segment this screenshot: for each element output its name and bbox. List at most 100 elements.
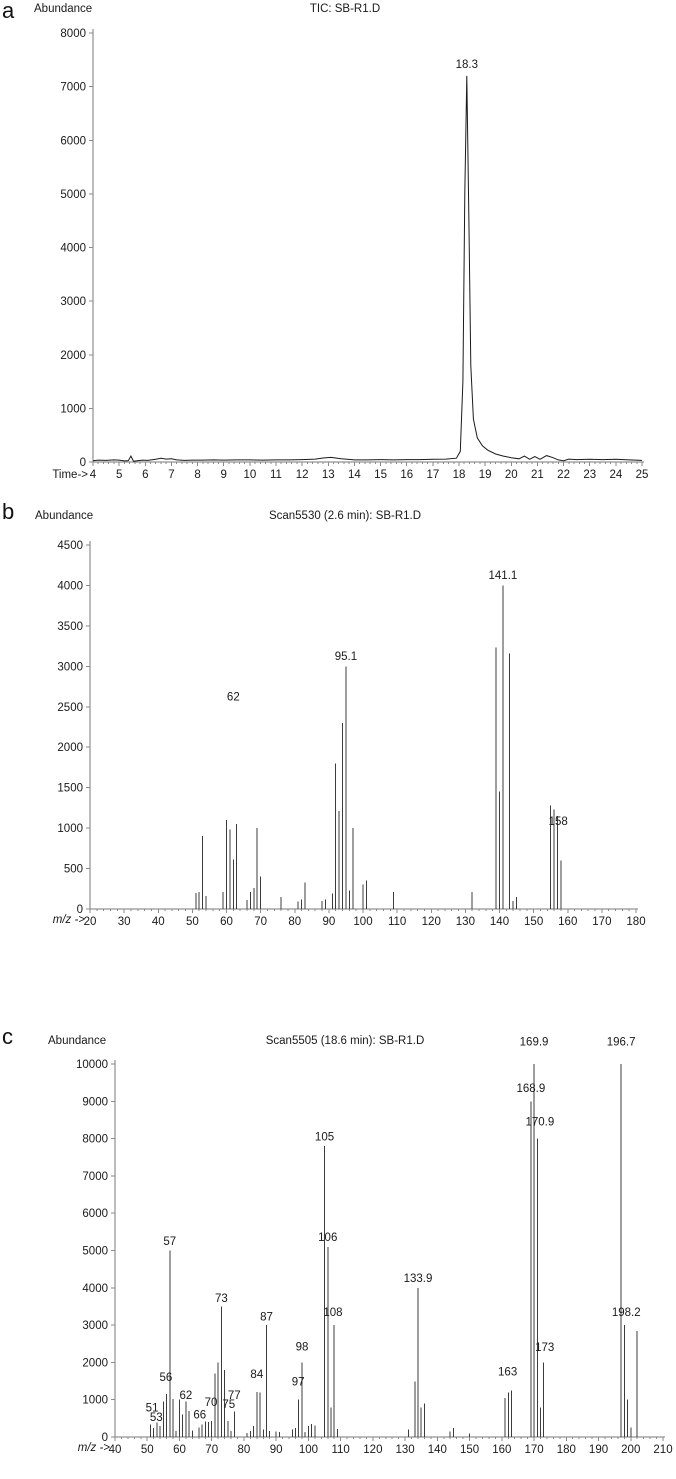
y-tick-label: 3500 bbox=[57, 621, 83, 633]
y-tick-label: 1000 bbox=[60, 403, 86, 415]
chart-title-scan5530: Scan5530 (2.6 min): SB-R1.D bbox=[268, 510, 422, 522]
x-tick-label: 10 bbox=[243, 469, 256, 481]
x-tick-label: 70 bbox=[254, 916, 267, 928]
y-tick-label: 3000 bbox=[82, 1320, 108, 1332]
peak-label: 56 bbox=[160, 1372, 173, 1384]
x-tick-label: 190 bbox=[589, 1444, 608, 1456]
x-tick-label: 5 bbox=[116, 469, 122, 481]
y-axis-title-abundance: Abundance bbox=[35, 510, 94, 522]
peak-label: 57 bbox=[163, 1236, 176, 1248]
y-tick-label: 0 bbox=[102, 1432, 108, 1444]
x-tick-label: 20 bbox=[505, 469, 518, 481]
y-tick-label: 8000 bbox=[60, 28, 86, 40]
x-axis-title-mz: m/z -> bbox=[52, 914, 85, 926]
y-axis-title-abundance: Abundance bbox=[34, 3, 93, 15]
x-tick-label: 40 bbox=[152, 916, 165, 928]
x-tick-label: 160 bbox=[492, 1444, 511, 1456]
panel-letter-b: b bbox=[2, 499, 15, 524]
y-tick-label: 10000 bbox=[76, 1059, 108, 1071]
x-tick-label: 23 bbox=[583, 469, 596, 481]
y-axis-title-abundance: Abundance bbox=[48, 1035, 107, 1047]
x-tick-label: 12 bbox=[296, 469, 309, 481]
x-tick-label: 17 bbox=[426, 469, 439, 481]
y-tick-label: 500 bbox=[64, 864, 83, 876]
peak-label: 95.1 bbox=[335, 651, 357, 663]
x-tick-label: 160 bbox=[558, 916, 577, 928]
mass-spectrum-panel-c: 0 1000 2000 3000 4000 5000 6000 7000 8000 9000 100… bbox=[0, 990, 676, 1479]
x-tick-label: 130 bbox=[396, 1444, 415, 1456]
y-tick-label: 2000 bbox=[82, 1357, 108, 1369]
y-tick-label: 3000 bbox=[60, 296, 86, 308]
x-tick-label: 70 bbox=[205, 1444, 218, 1456]
peak-label: 51 bbox=[146, 1403, 159, 1415]
peak-label: 98 bbox=[296, 1341, 309, 1353]
chart-title-tic: TIC: SB-R1.D bbox=[309, 3, 381, 15]
x-tick-label: 170 bbox=[524, 1444, 543, 1456]
y-tick-label: 7000 bbox=[82, 1171, 108, 1183]
peak-label: 108 bbox=[323, 1307, 342, 1319]
x-tick-label: 100 bbox=[299, 1444, 318, 1456]
x-tick-label: 30 bbox=[118, 916, 131, 928]
x-tick-label: 130 bbox=[456, 916, 475, 928]
y-tick-label: 1000 bbox=[57, 823, 83, 835]
x-tick-label: 80 bbox=[238, 1444, 251, 1456]
x-tick-label: 8 bbox=[194, 469, 200, 481]
y-tick-label: 2500 bbox=[57, 702, 83, 714]
x-tick-label: 140 bbox=[490, 916, 509, 928]
tic-chromatogram-panel: 0 1000 2000 3000 4000 5000 6000 7000 8000 4 5 6 7 8 9 1… bbox=[0, 0, 676, 485]
y-tick-label: 1000 bbox=[82, 1395, 108, 1407]
y-tick-label: 8000 bbox=[82, 1134, 108, 1146]
peak-label: 163 bbox=[498, 1366, 517, 1378]
y-tick-label: 3000 bbox=[57, 661, 83, 673]
peak-label: 62 bbox=[227, 691, 240, 703]
mass-spectrum-plot-b: 0 500 1000 1500 2000 2500 3000 3500 4000 4500 20 30… bbox=[57, 540, 645, 928]
x-tick-label: 200 bbox=[621, 1444, 640, 1456]
x-tick-label: 15 bbox=[374, 469, 387, 481]
x-tick-label: 14 bbox=[348, 469, 361, 481]
x-tick-label: 120 bbox=[363, 1444, 382, 1456]
x-tick-label: 180 bbox=[626, 916, 645, 928]
panel-letter-a: a bbox=[2, 0, 15, 23]
peak-label: 105 bbox=[315, 1131, 334, 1143]
x-tick-label: 150 bbox=[460, 1444, 479, 1456]
y-tick-label: 6000 bbox=[82, 1208, 108, 1220]
y-tick-label: 0 bbox=[77, 904, 83, 916]
peak-label: 77 bbox=[228, 1390, 241, 1402]
x-tick-label: 21 bbox=[531, 469, 544, 481]
y-tick-label: 4000 bbox=[57, 580, 83, 592]
peak-label: 87 bbox=[260, 1312, 273, 1324]
peak-label: 97 bbox=[292, 1377, 305, 1389]
peak-label: 158 bbox=[549, 816, 568, 828]
x-tick-label: 110 bbox=[388, 916, 406, 928]
chart-title-scan5505: Scan5505 (18.6 min): SB-R1.D bbox=[265, 1035, 425, 1047]
x-axis-title-mz: m/z -> bbox=[77, 1442, 110, 1454]
x-tick-label: 4 bbox=[90, 469, 97, 481]
x-tick-label: 22 bbox=[557, 469, 570, 481]
tic-trace bbox=[92, 75, 643, 462]
peak-label: 84 bbox=[250, 1369, 263, 1381]
x-tick-label: 11 bbox=[270, 469, 282, 481]
x-tick-label: 180 bbox=[557, 1444, 576, 1456]
x-tick-label: 24 bbox=[609, 469, 622, 481]
x-tick-label: 60 bbox=[220, 916, 233, 928]
peak-label: 133.9 bbox=[404, 1273, 433, 1285]
x-tick-label: 140 bbox=[428, 1444, 447, 1456]
y-tick-label: 2000 bbox=[57, 742, 83, 754]
y-tick-label: 5000 bbox=[82, 1246, 108, 1258]
x-tick-label: 50 bbox=[186, 916, 199, 928]
x-tick-label: 170 bbox=[592, 916, 611, 928]
mass-spectrum-plot-c: 0 1000 2000 3000 4000 5000 6000 7000 8000 9000 100… bbox=[76, 1036, 673, 1456]
tic-plot: 0 1000 2000 3000 4000 5000 6000 7000 8000 4 5 6 7 8 9 1… bbox=[60, 28, 649, 481]
x-axis-title-time: Time-> bbox=[52, 469, 88, 481]
y-tick-label: 7000 bbox=[60, 82, 86, 94]
x-tick-label: 13 bbox=[322, 469, 335, 481]
peak-label: 73 bbox=[215, 1293, 228, 1305]
y-tick-label: 9000 bbox=[82, 1096, 108, 1108]
peak-label: 141.1 bbox=[489, 570, 518, 582]
x-tick-label: 9 bbox=[221, 469, 227, 481]
x-tick-label: 25 bbox=[636, 469, 649, 481]
x-tick-label: 50 bbox=[141, 1444, 154, 1456]
peak-label: 173 bbox=[535, 1342, 554, 1354]
peak-label: 70 bbox=[205, 1397, 218, 1409]
peak-label: 62 bbox=[180, 1390, 193, 1402]
